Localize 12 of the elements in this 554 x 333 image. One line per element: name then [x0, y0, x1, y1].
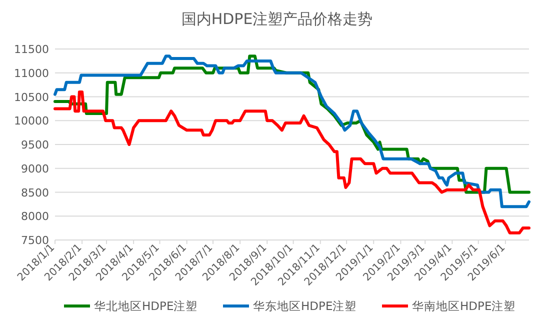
y-tick-label: 11000: [14, 66, 49, 80]
y-tick-label: 8000: [21, 210, 49, 224]
legend-label: 华北地区HDPE注塑: [94, 299, 198, 313]
y-tick-label: 8500: [21, 186, 49, 200]
legend-label: 华东地区HDPE注塑: [253, 299, 357, 313]
title: 国内HDPE注塑产品价格走势: [181, 10, 373, 28]
legend-label: 华南地区HDPE注塑: [412, 299, 516, 313]
y-tick-label: 9500: [21, 138, 49, 152]
y-tick-label: 9000: [21, 162, 49, 176]
y-tick-label: 10500: [14, 90, 49, 104]
y-tick-label: 11500: [14, 43, 49, 56]
y-tick-label: 10000: [14, 114, 49, 128]
